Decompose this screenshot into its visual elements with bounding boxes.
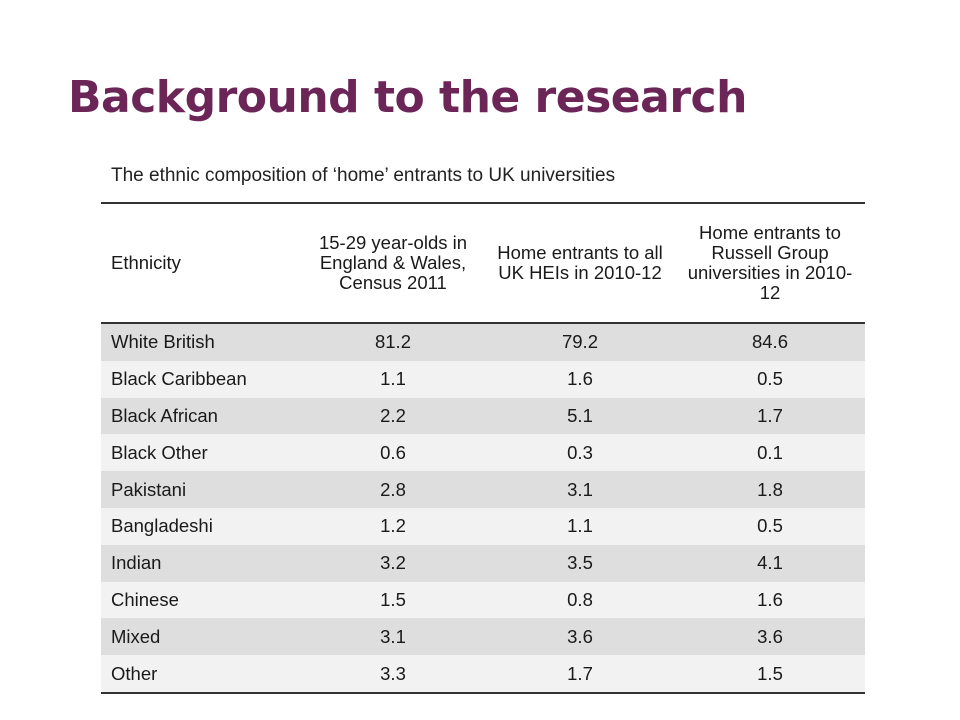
cell-ethnicity: Indian <box>101 544 301 582</box>
table-row: Black Other 0.6 0.3 0.1 <box>101 434 865 472</box>
header-all-uk-heis: Home entrants to all UK HEIs in 2010-12 <box>485 202 675 324</box>
ethnicity-table: Ethnicity 15-29 year-olds in England & W… <box>101 202 865 694</box>
cell-value: 3.6 <box>675 618 865 656</box>
cell-ethnicity: Pakistani <box>101 471 301 508</box>
slide-title: Background to the research <box>68 72 747 123</box>
cell-ethnicity: Chinese <box>101 581 301 619</box>
header-ethnicity: Ethnicity <box>101 202 301 324</box>
cell-value: 2.8 <box>301 471 485 508</box>
cell-ethnicity: Other <box>101 655 301 694</box>
cell-ethnicity: White British <box>101 323 301 361</box>
cell-value: 3.1 <box>485 471 675 508</box>
cell-value: 3.5 <box>485 544 675 582</box>
cell-value: 1.1 <box>485 507 675 545</box>
cell-value: 0.3 <box>485 434 675 472</box>
cell-value: 1.8 <box>675 471 865 508</box>
table-body: White British 81.2 79.2 84.6 Black Caribbean… <box>101 323 865 694</box>
cell-value: 4.1 <box>675 544 865 582</box>
cell-ethnicity: Bangladeshi <box>101 507 301 545</box>
table-row: Other 3.3 1.7 1.5 <box>101 655 865 694</box>
cell-ethnicity: Mixed <box>101 618 301 656</box>
table-row: Pakistani 2.8 3.1 1.8 <box>101 471 865 508</box>
table-row: Black African 2.2 5.1 1.7 <box>101 397 865 435</box>
cell-value: 1.2 <box>301 507 485 545</box>
cell-ethnicity: Black Caribbean <box>101 360 301 398</box>
cell-value: 81.2 <box>301 323 485 361</box>
header-census-2011: 15-29 year-olds in England & Wales, Cens… <box>301 202 485 324</box>
ethnicity-table-figure: The ethnic composition of ‘home’ entrant… <box>101 160 865 694</box>
table-header-row: Ethnicity 15-29 year-olds in England & W… <box>101 202 865 324</box>
cell-value: 3.2 <box>301 544 485 582</box>
cell-value: 1.6 <box>675 581 865 619</box>
cell-value: 1.1 <box>301 360 485 398</box>
cell-value: 5.1 <box>485 397 675 435</box>
table-row: Indian 3.2 3.5 4.1 <box>101 544 865 582</box>
cell-value: 3.3 <box>301 655 485 694</box>
header-russell-group: Home entrants to Russell Group universit… <box>675 202 865 324</box>
table-row: Mixed 3.1 3.6 3.6 <box>101 618 865 656</box>
cell-value: 1.6 <box>485 360 675 398</box>
table-row: Chinese 1.5 0.8 1.6 <box>101 581 865 619</box>
cell-ethnicity: Black Other <box>101 434 301 472</box>
table-row: White British 81.2 79.2 84.6 <box>101 323 865 361</box>
cell-value: 79.2 <box>485 323 675 361</box>
cell-value: 1.7 <box>675 397 865 435</box>
table-row: Black Caribbean 1.1 1.6 0.5 <box>101 360 865 398</box>
cell-value: 0.5 <box>675 507 865 545</box>
cell-value: 3.1 <box>301 618 485 656</box>
cell-value: 0.1 <box>675 434 865 472</box>
cell-value: 1.5 <box>675 655 865 694</box>
cell-value: 84.6 <box>675 323 865 361</box>
cell-value: 2.2 <box>301 397 485 435</box>
cell-value: 0.8 <box>485 581 675 619</box>
cell-value: 1.5 <box>301 581 485 619</box>
cell-value: 1.7 <box>485 655 675 694</box>
table-caption: The ethnic composition of ‘home’ entrant… <box>111 165 616 186</box>
table-row: Bangladeshi 1.2 1.1 0.5 <box>101 507 865 545</box>
cell-value: 0.6 <box>301 434 485 472</box>
cell-value: 0.5 <box>675 360 865 398</box>
cell-value: 3.6 <box>485 618 675 656</box>
cell-ethnicity: Black African <box>101 397 301 435</box>
